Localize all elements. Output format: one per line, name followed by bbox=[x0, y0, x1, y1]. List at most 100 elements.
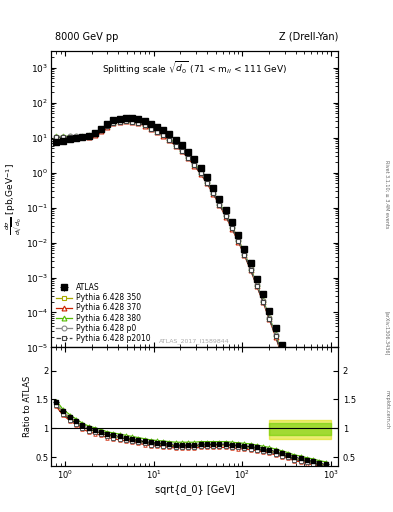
Pythia 6.428 p0 bbox=[273, 332, 278, 338]
Text: 8000 GeV pp: 8000 GeV pp bbox=[55, 32, 118, 42]
Pythia 6.428 370 bbox=[173, 143, 178, 149]
Pythia 6.428 p0 bbox=[279, 351, 284, 357]
Pythia 6.428 p2010 bbox=[130, 119, 134, 125]
Text: ATLAS_2017_I1589844: ATLAS_2017_I1589844 bbox=[159, 339, 230, 345]
Pythia 6.428 p0 bbox=[292, 392, 297, 398]
Pythia 6.428 p0 bbox=[305, 435, 309, 441]
Pythia 6.428 370 bbox=[305, 437, 309, 443]
Pythia 6.428 350 bbox=[242, 251, 247, 258]
Pythia 6.428 350 bbox=[74, 134, 79, 140]
Pythia 6.428 p2010 bbox=[167, 137, 172, 143]
Pythia 6.428 370 bbox=[198, 171, 203, 177]
Pythia 6.428 370 bbox=[74, 134, 79, 140]
Pythia 6.428 350 bbox=[279, 351, 284, 357]
Pythia 6.428 p0 bbox=[105, 123, 110, 129]
Pythia 6.428 380 bbox=[248, 265, 253, 271]
Pythia 6.428 p2010 bbox=[86, 133, 91, 139]
Pythia 6.428 p2010 bbox=[323, 507, 328, 512]
Pythia 6.428 350 bbox=[248, 266, 253, 272]
Pythia 6.428 p0 bbox=[298, 413, 303, 419]
Pythia 6.428 380 bbox=[105, 122, 110, 128]
Pythia 6.428 p0 bbox=[74, 133, 79, 139]
Pythia 6.428 380 bbox=[317, 479, 322, 485]
Pythia 6.428 350 bbox=[61, 134, 65, 140]
Pythia 6.428 p2010 bbox=[242, 252, 247, 258]
Pythia 6.428 p2010 bbox=[198, 170, 203, 177]
Pythia 6.428 p0 bbox=[130, 118, 134, 124]
Pythia 6.428 350 bbox=[323, 506, 328, 512]
Pythia 6.428 p2010 bbox=[311, 459, 316, 465]
Pythia 6.428 370 bbox=[186, 155, 191, 161]
Pythia 6.428 380 bbox=[123, 117, 128, 123]
Pythia 6.428 p2010 bbox=[123, 118, 128, 124]
Pythia 6.428 p0 bbox=[161, 131, 166, 137]
Pythia 6.428 p0 bbox=[117, 118, 122, 124]
Line: Pythia 6.428 370: Pythia 6.428 370 bbox=[54, 119, 328, 512]
Pythia 6.428 380 bbox=[136, 118, 141, 124]
Pythia 6.428 370 bbox=[279, 352, 284, 358]
Pythia 6.428 p2010 bbox=[248, 267, 253, 273]
Pythia 6.428 p2010 bbox=[161, 132, 166, 138]
Pythia 6.428 p2010 bbox=[136, 120, 141, 126]
Pythia 6.428 p0 bbox=[261, 298, 266, 304]
Pythia 6.428 p2010 bbox=[267, 316, 272, 322]
Pythia 6.428 p2010 bbox=[80, 134, 85, 140]
Pythia 6.428 380 bbox=[211, 189, 215, 195]
Pythia 6.428 380 bbox=[74, 133, 79, 139]
Pythia 6.428 380 bbox=[298, 412, 303, 418]
Pythia 6.428 p2010 bbox=[61, 134, 65, 140]
Pythia 6.428 p2010 bbox=[317, 482, 322, 488]
Pythia 6.428 380 bbox=[311, 456, 316, 462]
Pythia 6.428 380 bbox=[92, 130, 97, 136]
Pythia 6.428 p2010 bbox=[298, 414, 303, 420]
Pythia 6.428 p2010 bbox=[236, 238, 241, 244]
Pythia 6.428 p2010 bbox=[117, 118, 122, 124]
Pythia 6.428 350 bbox=[198, 170, 203, 176]
Pythia 6.428 350 bbox=[130, 118, 134, 124]
Y-axis label: Ratio to ATLAS: Ratio to ATLAS bbox=[24, 376, 32, 437]
Pythia 6.428 370 bbox=[261, 300, 266, 306]
Pythia 6.428 370 bbox=[242, 252, 247, 259]
Pythia 6.428 p0 bbox=[255, 282, 259, 288]
Pythia 6.428 p2010 bbox=[186, 155, 191, 161]
Pythia 6.428 p0 bbox=[61, 134, 65, 140]
Pythia 6.428 p2010 bbox=[305, 436, 309, 442]
Pythia 6.428 350 bbox=[305, 436, 309, 442]
Pythia 6.428 380 bbox=[236, 237, 241, 243]
Pythia 6.428 370 bbox=[255, 283, 259, 289]
Pythia 6.428 380 bbox=[167, 135, 172, 141]
Pythia 6.428 p0 bbox=[217, 201, 222, 207]
Pythia 6.428 370 bbox=[142, 123, 147, 129]
Pythia 6.428 350 bbox=[68, 134, 73, 140]
Pythia 6.428 p2010 bbox=[205, 180, 209, 186]
Pythia 6.428 p2010 bbox=[173, 142, 178, 148]
Pythia 6.428 p0 bbox=[267, 315, 272, 321]
Pythia 6.428 380 bbox=[217, 200, 222, 206]
Pythia 6.428 350 bbox=[317, 481, 322, 487]
Pythia 6.428 370 bbox=[236, 239, 241, 245]
Pythia 6.428 350 bbox=[267, 315, 272, 322]
Pythia 6.428 p2010 bbox=[230, 225, 234, 231]
Pythia 6.428 370 bbox=[154, 129, 159, 135]
Pythia 6.428 370 bbox=[180, 148, 184, 155]
Pythia 6.428 380 bbox=[186, 153, 191, 159]
Pythia 6.428 p2010 bbox=[255, 283, 259, 289]
Pythia 6.428 350 bbox=[54, 134, 59, 140]
Pythia 6.428 380 bbox=[142, 121, 147, 127]
Pythia 6.428 370 bbox=[54, 134, 59, 140]
Pythia 6.428 350 bbox=[154, 128, 159, 134]
Pythia 6.428 p0 bbox=[123, 117, 128, 123]
Pythia 6.428 p2010 bbox=[261, 299, 266, 305]
Pythia 6.428 p0 bbox=[111, 119, 116, 125]
Pythia 6.428 380 bbox=[61, 133, 65, 139]
Pythia 6.428 370 bbox=[111, 120, 116, 126]
Pythia 6.428 p2010 bbox=[154, 129, 159, 135]
Pythia 6.428 350 bbox=[92, 131, 97, 137]
Pythia 6.428 p0 bbox=[311, 457, 316, 463]
Pythia 6.428 370 bbox=[292, 394, 297, 400]
Pythia 6.428 370 bbox=[273, 334, 278, 340]
Pythia 6.428 370 bbox=[161, 133, 166, 139]
Legend: ATLAS, Pythia 6.428 350, Pythia 6.428 370, Pythia 6.428 380, Pythia 6.428 p0, Py: ATLAS, Pythia 6.428 350, Pythia 6.428 37… bbox=[53, 281, 152, 345]
Pythia 6.428 380 bbox=[68, 133, 73, 139]
Pythia 6.428 380 bbox=[242, 250, 247, 257]
